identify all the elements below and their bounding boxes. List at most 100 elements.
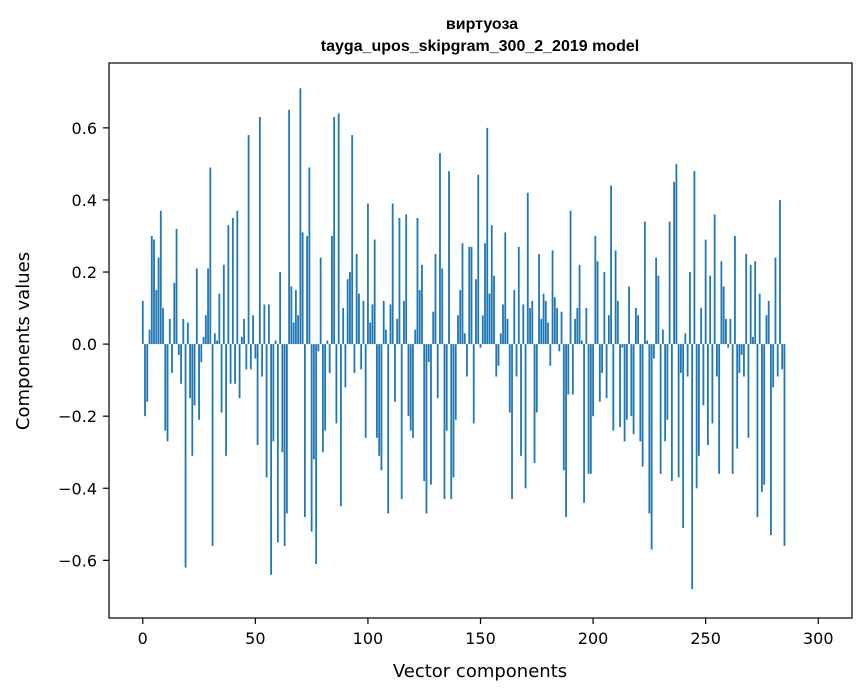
bar-229 [657, 275, 660, 345]
bar-163 [508, 344, 511, 413]
bar-181 [549, 344, 552, 366]
bar-230 [659, 344, 662, 474]
bar-3 [148, 329, 151, 345]
bar-168 [520, 344, 522, 456]
bar-78 [317, 344, 320, 352]
chart-title: виртуоза [446, 16, 518, 33]
bar-171 [526, 192, 529, 345]
bar-260 [727, 344, 730, 348]
bar-249 [702, 344, 705, 406]
bar-120 [412, 344, 414, 438]
bar-117 [405, 214, 408, 345]
bar-71 [301, 232, 304, 345]
bar-235 [670, 344, 673, 482]
bar-217 [630, 344, 633, 417]
x-axis-label: Vector components [393, 661, 567, 682]
bar-85 [333, 117, 336, 345]
bar-86 [335, 344, 338, 424]
bar-210 [614, 250, 617, 345]
bar-127 [427, 344, 430, 363]
bar-238 [677, 344, 680, 478]
bar-133 [441, 268, 444, 345]
bar-197 [585, 308, 588, 345]
bar-284 [781, 344, 784, 370]
bar-223 [643, 221, 646, 345]
bar-92 [349, 272, 351, 345]
bar-141 [459, 290, 462, 345]
bar-22 [191, 344, 194, 456]
bar-21 [189, 344, 191, 399]
bar-94 [353, 344, 356, 373]
bar-251 [707, 344, 709, 446]
bar-34 [218, 293, 221, 345]
bar-236 [673, 181, 676, 345]
bar-27 [202, 336, 205, 345]
bar-30 [209, 167, 212, 345]
bar-188 [565, 344, 567, 518]
bar-66 [290, 286, 293, 345]
bar-112 [394, 344, 396, 402]
bar-46 [245, 344, 248, 370]
bar-257 [720, 261, 723, 345]
bar-182 [551, 250, 554, 345]
bar-77 [315, 344, 318, 564]
bar-72 [303, 344, 306, 518]
bar-11 [166, 344, 169, 442]
bar-24 [195, 268, 198, 345]
bar-13 [171, 344, 173, 373]
bar-239 [679, 344, 682, 373]
bar-8 [159, 210, 162, 345]
bar-47 [247, 135, 250, 345]
bar-198 [587, 344, 590, 474]
bar-115 [400, 344, 403, 500]
bar-121 [414, 329, 417, 345]
bar-253 [711, 344, 714, 424]
bar-70 [299, 88, 302, 345]
bar-269 [747, 344, 750, 438]
bar-99 [364, 344, 367, 438]
bar-119 [409, 344, 412, 431]
bar-102 [371, 304, 374, 345]
bar-39 [229, 344, 232, 384]
bar-109 [387, 344, 390, 514]
bar-67 [292, 322, 295, 345]
bar-175 [535, 344, 538, 413]
bar-63 [283, 344, 286, 546]
bar-75 [310, 344, 313, 532]
bar-243 [688, 272, 691, 345]
bar-185 [558, 344, 561, 352]
bar-224 [646, 340, 649, 345]
bar-205 [603, 272, 606, 345]
bar-29 [207, 268, 209, 345]
bar-184 [556, 308, 558, 345]
bar-129 [432, 311, 435, 345]
bar-123 [418, 290, 421, 345]
bar-31 [211, 344, 214, 546]
y-tick-label: 0.6 [72, 119, 97, 138]
bar-200 [592, 344, 594, 417]
bar-51 [256, 344, 259, 446]
bar-107 [382, 300, 385, 345]
bar-55 [265, 344, 268, 478]
bar-263 [734, 235, 736, 345]
bar-203 [598, 344, 601, 402]
bar-187 [562, 344, 565, 471]
bar-237 [675, 163, 678, 345]
bar-42 [236, 210, 239, 345]
bar-212 [619, 344, 621, 427]
bar-58 [272, 344, 275, 442]
bar-161 [504, 232, 507, 345]
bar-164 [511, 344, 513, 500]
bar-7 [157, 257, 160, 345]
x-tick-label: 250 [690, 629, 721, 648]
bar-150 [479, 344, 482, 348]
bar-57 [270, 344, 273, 575]
bar-173 [531, 300, 534, 345]
bar-6 [155, 290, 158, 345]
bar-254 [713, 214, 716, 345]
x-axis-ticks: 0 50 100 150 200 250 300 [138, 618, 834, 648]
bar-265 [738, 344, 741, 373]
bar-82 [326, 340, 329, 345]
bar-214 [623, 344, 626, 442]
bar-23 [193, 344, 196, 406]
